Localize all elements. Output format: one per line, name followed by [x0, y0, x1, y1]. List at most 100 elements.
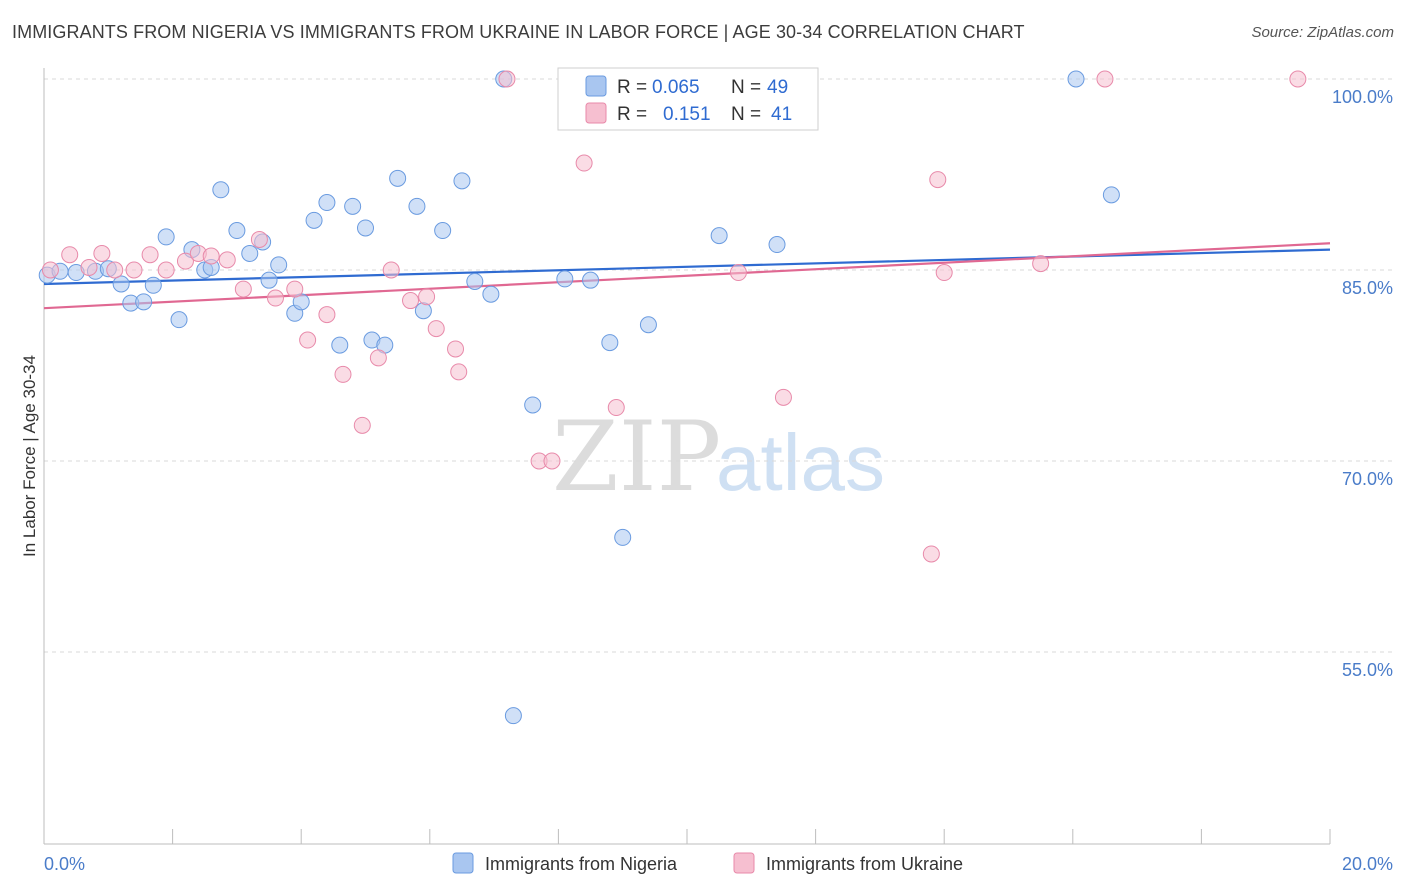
nigeria-point: [144, 276, 162, 294]
ukraine-point: [729, 264, 747, 282]
x-tick-labels: 0.0% 20.0%: [44, 854, 1393, 874]
ukraine-point: [202, 247, 220, 265]
ukraine-point: [1032, 255, 1050, 273]
nigeria-point: [614, 528, 632, 546]
chart-title: IMMIGRANTS FROM NIGERIA VS IMMIGRANTS FR…: [12, 22, 1025, 42]
nigeria-point: [260, 271, 278, 289]
y-tick-label: 55.0%: [1342, 660, 1393, 680]
data-points: [38, 70, 1307, 725]
gridlines: [44, 78, 1392, 653]
ukraine-point: [93, 244, 111, 262]
nigeria-point: [434, 222, 452, 240]
ukraine-point: [318, 306, 336, 324]
nigeria-point: [331, 336, 349, 354]
ukraine-swatch: [585, 102, 607, 124]
nigeria-point: [241, 244, 259, 262]
nigeria-r-label: R =: [617, 77, 647, 98]
ukraine-point: [774, 388, 792, 406]
ukraine-point: [106, 261, 124, 279]
nigeria-point: [389, 169, 407, 187]
nigeria-point: [1067, 70, 1085, 88]
ukraine-point: [299, 331, 317, 349]
ukraine-point: [61, 246, 79, 264]
x-tick-label: 0.0%: [44, 854, 85, 874]
nigeria-point: [1102, 186, 1120, 204]
nigeria-point: [601, 334, 619, 352]
ukraine-point: [607, 399, 625, 417]
ukraine-point: [382, 261, 400, 279]
ukraine-point: [418, 288, 436, 306]
legend-nigeria-swatch: [452, 852, 474, 874]
nigeria-point: [710, 227, 728, 245]
ukraine-point: [447, 340, 465, 358]
ukraine-n-value: 41: [771, 104, 792, 125]
y-tick-label: 70.0%: [1342, 469, 1393, 489]
nigeria-point: [228, 222, 246, 240]
ukraine-point: [334, 365, 352, 383]
ukraine-point: [929, 171, 947, 189]
nigeria-point: [768, 236, 786, 254]
nigeria-point: [112, 275, 130, 293]
ukraine-r-label: R =: [617, 104, 647, 125]
nigeria-n-label: N =: [731, 77, 761, 98]
ukraine-point: [1096, 70, 1114, 88]
nigeria-point: [270, 256, 288, 274]
trend-lines: [43, 242, 1331, 310]
ukraine-point: [80, 258, 98, 276]
nigeria-point: [357, 219, 374, 237]
ukraine-point: [1289, 70, 1307, 88]
watermark-zip: ZIP: [552, 401, 721, 513]
nigeria-point: [318, 194, 336, 212]
legend-ukraine-swatch: [733, 852, 755, 874]
ukraine-n-label: N =: [731, 104, 761, 125]
ukraine-point: [543, 452, 561, 470]
nigeria-point: [466, 272, 484, 290]
ukraine-point: [218, 251, 236, 269]
ukraine-point: [141, 246, 159, 264]
ukraine-point: [922, 545, 940, 563]
ukraine-point: [353, 416, 371, 434]
watermark: ZIP atlas: [552, 401, 885, 513]
ukraine-point: [41, 261, 59, 279]
ukraine-point: [125, 261, 143, 279]
legend-nigeria-label: Immigrants from Nigeria: [485, 854, 678, 874]
nigeria-r-value: 0.065: [652, 77, 700, 98]
nigeria-point: [212, 181, 230, 199]
ukraine-point: [575, 154, 593, 172]
nigeria-point: [504, 707, 522, 725]
series-legend: Immigrants from Nigeria Immigrants from …: [452, 852, 963, 874]
nigeria-point: [453, 172, 471, 190]
nigeria-point: [408, 197, 426, 215]
nigeria-n-value: 49: [767, 77, 788, 98]
nigeria-point: [524, 396, 542, 414]
nigeria-point: [170, 311, 188, 329]
nigeria-point: [414, 302, 432, 320]
ukraine-trend-line: [43, 242, 1331, 310]
nigeria-point: [305, 211, 323, 229]
ukraine-r-value: 0.151: [663, 104, 711, 125]
watermark-atlas: atlas: [716, 418, 885, 507]
ukraine-point: [450, 363, 468, 381]
nigeria-point: [582, 271, 600, 289]
ukraine-point: [250, 230, 268, 248]
x-tick-label: 20.0%: [1342, 854, 1393, 874]
ukraine-point: [427, 320, 445, 338]
ukraine-point: [286, 280, 304, 298]
ukraine-point: [176, 252, 194, 270]
nigeria-point: [556, 270, 574, 288]
legend-ukraine-label: Immigrants from Ukraine: [766, 854, 963, 874]
y-axis-label: In Labor Force | Age 30-34: [20, 355, 39, 557]
ukraine-point: [935, 264, 953, 282]
stats-legend: R = 0.065 N = 49 R = 0.151 N = 41: [557, 67, 819, 131]
nigeria-point: [639, 316, 657, 334]
nigeria-point: [135, 293, 153, 311]
ukraine-point: [369, 349, 387, 367]
nigeria-point: [482, 285, 500, 303]
x-tick-marks: [43, 829, 1331, 844]
nigeria-point: [157, 228, 175, 246]
ukraine-point: [402, 292, 420, 310]
source-credit: Source: ZipAtlas.com: [1251, 24, 1394, 41]
ukraine-point: [498, 70, 516, 88]
ukraine-point: [266, 289, 284, 307]
